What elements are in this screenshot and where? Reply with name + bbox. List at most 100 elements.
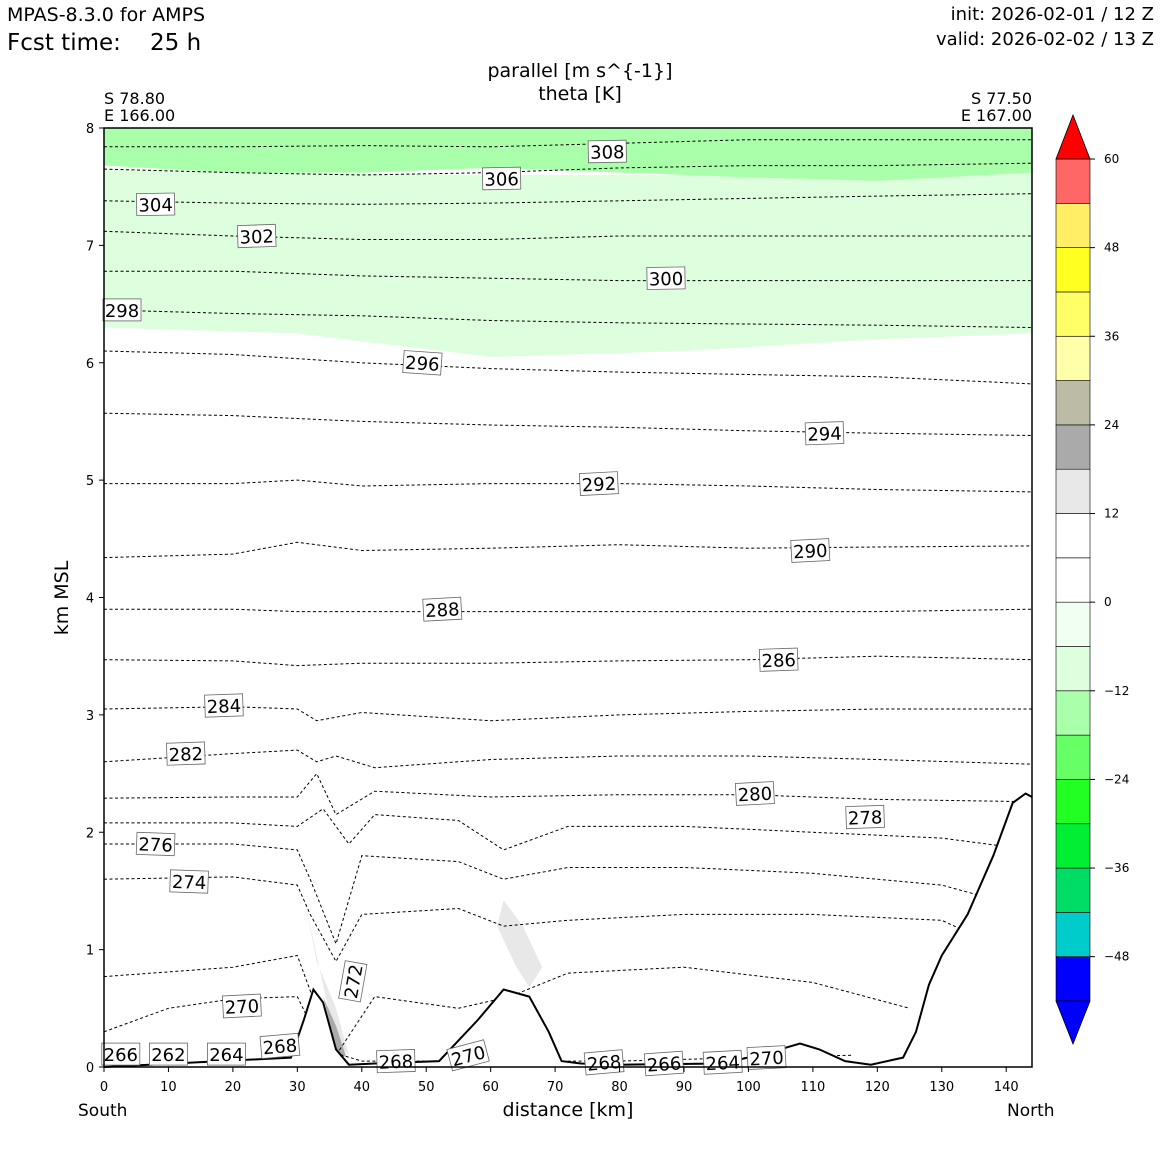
svg-text:290: 290 xyxy=(793,541,828,564)
y-tick-label-7: 7 xyxy=(86,239,94,254)
colorbar-segment-7 xyxy=(1055,646,1091,692)
x-tick-label-20: 20 xyxy=(225,1080,242,1095)
wind-shade-2 xyxy=(104,818,891,1035)
x-tick-label-0: 0 xyxy=(100,1080,108,1095)
left-lon: E 166.00 xyxy=(104,106,176,125)
colorbar-segment-1 xyxy=(1055,912,1091,957)
theta-contour-282 xyxy=(103,749,1033,769)
theta-contour-290 xyxy=(103,541,1033,559)
x-tick-label-80: 80 xyxy=(611,1080,628,1095)
north-label: North xyxy=(1007,1101,1055,1121)
colorbar-segment-18 xyxy=(1055,158,1091,204)
svg-text:284: 284 xyxy=(206,696,241,718)
theta-contour-304 xyxy=(103,193,1033,205)
theta-contour-306 xyxy=(103,162,1033,176)
colorbar-tick-label-9: −48 xyxy=(1104,950,1129,964)
x-tick-label-130: 130 xyxy=(929,1080,954,1095)
svg-text:262: 262 xyxy=(151,1045,185,1066)
colorbar-segment-15 xyxy=(1055,291,1091,337)
svg-text:306: 306 xyxy=(484,169,519,191)
colorbar: 60 48 36 24 12 0 −12 −24 −36 −48 xyxy=(1055,113,1129,1046)
svg-text:300: 300 xyxy=(649,269,684,291)
contour-label-6: 296 xyxy=(402,350,443,376)
colorbar-segment-10 xyxy=(1055,513,1091,559)
theta-contour-294 xyxy=(103,412,1033,436)
colorbar-tick-label-3: 24 xyxy=(1104,418,1119,432)
contour-label-3: 302 xyxy=(236,223,277,249)
contour-label-15: 278 xyxy=(845,804,885,830)
wind-shade-1 xyxy=(104,128,1032,181)
right-lat: S 77.50 xyxy=(970,89,1032,108)
colorbar-tick-label-5: 0 xyxy=(1104,595,1112,609)
wind-shade-4 xyxy=(497,900,543,988)
contour-label-7: 294 xyxy=(804,421,845,446)
colorbar-tick-label-2: 36 xyxy=(1104,329,1119,343)
x-tick-label-40: 40 xyxy=(354,1080,371,1095)
x-axis-label: distance [km] xyxy=(502,1099,634,1121)
theta-contour-274 xyxy=(103,876,994,963)
x-tick-label-30: 30 xyxy=(289,1080,306,1095)
contour-label-0: 308 xyxy=(587,139,627,164)
svg-text:278: 278 xyxy=(848,807,883,829)
colorbar-segment-5 xyxy=(1055,734,1091,780)
colorbar-segment-16 xyxy=(1055,247,1091,293)
svg-text:264: 264 xyxy=(705,1052,740,1075)
svg-text:282: 282 xyxy=(168,744,203,766)
colorbar-over-triangle xyxy=(1055,113,1091,160)
theta-contour-276 xyxy=(104,843,1007,946)
chart-title: parallel [m s^{-1}] xyxy=(487,60,673,82)
fcst-label: Fcst time: xyxy=(7,30,121,56)
colorbar-segment-11 xyxy=(1055,468,1091,514)
colorbar-tick-label-6: −12 xyxy=(1104,684,1129,698)
svg-text:266: 266 xyxy=(646,1053,682,1076)
theta-contour-298 xyxy=(103,309,1033,328)
y-tick-label-3: 3 xyxy=(86,709,94,724)
svg-text:268: 268 xyxy=(378,1052,413,1074)
colorbar-segment-6 xyxy=(1055,690,1091,736)
right-lon: E 167.00 xyxy=(960,106,1032,125)
fcst-value: 25 h xyxy=(150,30,202,56)
colorbar-tick-label-7: −24 xyxy=(1104,772,1129,786)
x-tick-label-70: 70 xyxy=(547,1080,564,1095)
colorbar-segment-0 xyxy=(1055,956,1091,1002)
y-tick-label-8: 8 xyxy=(86,122,94,137)
contour-label-17: 274 xyxy=(169,869,209,894)
svg-text:280: 280 xyxy=(737,784,772,807)
colorbar-tick-label-1: 48 xyxy=(1104,241,1119,255)
contour-label-22: 268 xyxy=(259,1032,301,1059)
svg-text:264: 264 xyxy=(209,1045,243,1066)
contour-label-23: 268 xyxy=(376,1049,416,1074)
theta-contour-286 xyxy=(103,655,1033,667)
colorbar-segment-2 xyxy=(1055,867,1091,913)
svg-text:292: 292 xyxy=(581,474,616,497)
contour-label-9: 290 xyxy=(790,538,831,564)
x-tick-label-90: 90 xyxy=(676,1080,693,1095)
svg-text:288: 288 xyxy=(425,599,460,622)
colorbar-segment-12 xyxy=(1055,424,1091,470)
init-time: init: 2026-02-01 / 12 Z xyxy=(950,4,1154,25)
svg-text:302: 302 xyxy=(239,226,274,248)
contour-label-13: 282 xyxy=(166,741,206,766)
theta-contour-296 xyxy=(103,350,1033,385)
colorbar-segment-8 xyxy=(1055,601,1091,647)
valid-time: valid: 2026-02-02 / 13 Z xyxy=(936,29,1154,50)
contour-label-10: 288 xyxy=(422,596,463,622)
south-label: South xyxy=(78,1101,128,1121)
contour-label-2: 304 xyxy=(136,192,176,217)
theta-contour-278 xyxy=(104,808,1033,851)
theta-contour-288 xyxy=(104,608,1033,613)
contour-label-27: 264 xyxy=(206,1042,246,1066)
contour-label-19: 270 xyxy=(221,993,262,1019)
terrain-fill xyxy=(104,793,1032,1067)
theta-contour-292 xyxy=(104,479,1033,493)
svg-text:298: 298 xyxy=(105,301,139,322)
svg-text:296: 296 xyxy=(404,353,440,376)
colorbar-tick-label-4: 12 xyxy=(1104,507,1119,521)
contour-label-11: 286 xyxy=(758,647,799,672)
svg-text:270: 270 xyxy=(749,1048,784,1071)
contour-label-25: 266 xyxy=(101,1042,141,1066)
svg-text:274: 274 xyxy=(172,872,207,894)
y-tick-label-2: 2 xyxy=(86,826,94,841)
colorbar-segment-13 xyxy=(1055,380,1091,426)
